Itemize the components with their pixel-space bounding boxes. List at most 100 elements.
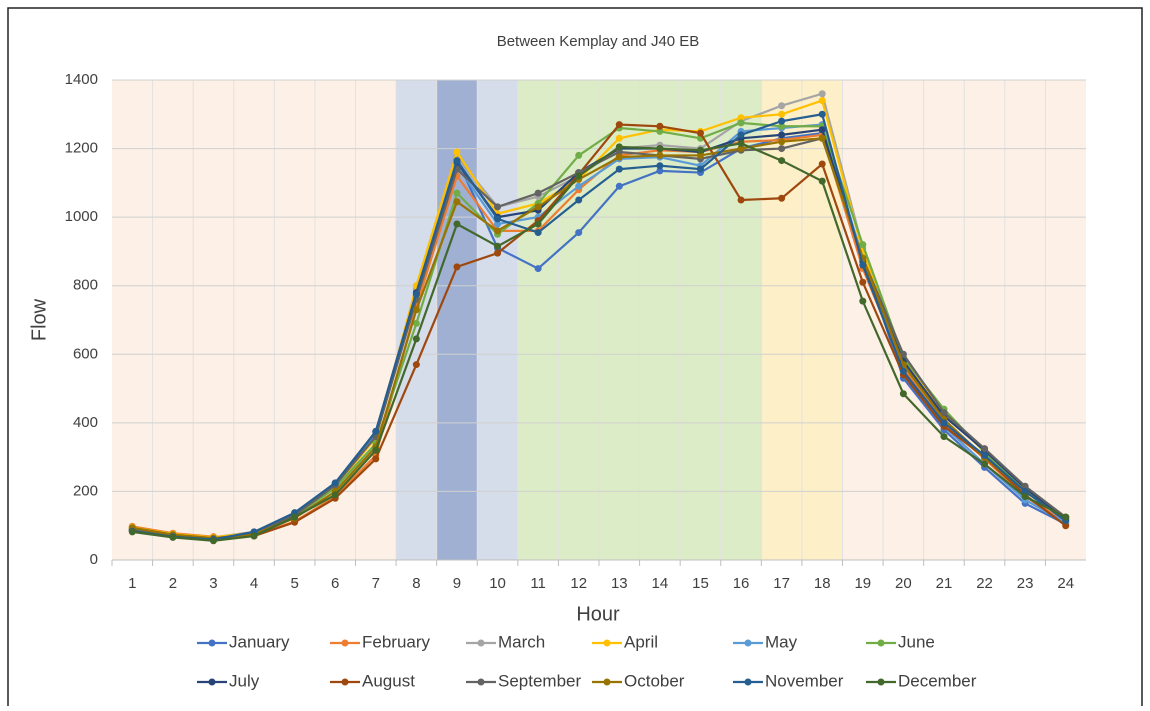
frame — [7, 7, 1143, 706]
point — [331, 491, 339, 499]
point — [453, 220, 461, 228]
point — [778, 194, 786, 202]
point — [737, 139, 745, 147]
point — [778, 102, 786, 110]
series-line — [132, 123, 1067, 540]
point — [575, 196, 583, 204]
point — [534, 265, 542, 273]
point — [696, 165, 704, 173]
point — [494, 242, 502, 250]
legend-label: March — [498, 632, 545, 651]
y-tick-label: 400 — [73, 414, 98, 431]
point — [412, 361, 420, 369]
legend-marker — [341, 678, 349, 686]
x-tick-label: 24 — [1057, 575, 1074, 592]
point — [1021, 487, 1029, 495]
point — [453, 189, 461, 197]
legend-label: December — [898, 671, 977, 690]
point — [1021, 493, 1029, 501]
legend-label: January — [229, 632, 290, 651]
point — [778, 157, 786, 165]
point — [656, 151, 664, 159]
legend-marker — [477, 678, 485, 686]
point — [494, 203, 502, 211]
point — [737, 196, 745, 204]
y-tick-label: 200 — [73, 482, 98, 499]
point — [899, 350, 907, 358]
y-tick-label: 600 — [73, 345, 98, 362]
point — [818, 126, 826, 134]
x-tick-label: 7 — [372, 575, 380, 592]
point — [372, 455, 380, 463]
legend-marker — [877, 678, 885, 686]
point — [453, 148, 461, 156]
point — [534, 220, 542, 228]
y-tick-label: 1000 — [65, 208, 98, 225]
point — [818, 134, 826, 142]
legend-label: April — [624, 632, 658, 651]
x-tick-label: 14 — [652, 575, 669, 592]
legend-marker — [208, 639, 216, 647]
x-tick-label: 22 — [976, 575, 993, 592]
point — [696, 146, 704, 154]
point — [818, 110, 826, 118]
point — [981, 460, 989, 468]
point — [737, 119, 745, 127]
point — [656, 127, 664, 135]
point — [859, 241, 867, 249]
legend-label: November — [765, 671, 844, 690]
point — [696, 151, 704, 159]
legend-label: October — [624, 671, 685, 690]
point — [737, 131, 745, 139]
x-tick-label: 4 — [250, 575, 258, 592]
point — [615, 143, 623, 151]
legend-marker — [744, 639, 752, 647]
point — [331, 479, 339, 487]
point — [818, 160, 826, 168]
point — [859, 297, 867, 305]
point — [940, 433, 948, 441]
x-tick-label: 20 — [895, 575, 912, 592]
point — [981, 451, 989, 459]
point — [250, 532, 258, 540]
legend-label: June — [898, 632, 935, 651]
x-tick-label: 21 — [936, 575, 953, 592]
legend-label: July — [229, 671, 260, 690]
x-axis-label: Hour — [576, 603, 620, 625]
y-tick-label: 1400 — [65, 71, 98, 88]
point — [778, 117, 786, 125]
point — [453, 198, 461, 206]
series — [128, 110, 1070, 543]
point — [778, 131, 786, 139]
x-tick-label: 13 — [611, 575, 628, 592]
point — [575, 172, 583, 180]
point — [209, 537, 217, 545]
y-tick-label: 1200 — [65, 140, 98, 157]
point — [818, 90, 826, 98]
point — [534, 229, 542, 237]
y-tick-label: 800 — [73, 277, 98, 294]
point — [859, 278, 867, 286]
series — [128, 139, 1070, 545]
point — [778, 122, 786, 130]
legend-label: August — [362, 671, 415, 690]
x-tick-label: 5 — [290, 575, 298, 592]
x-tick-label: 8 — [412, 575, 420, 592]
point — [1021, 482, 1029, 490]
point — [575, 182, 583, 190]
x-tick-label: 18 — [814, 575, 831, 592]
point — [494, 249, 502, 257]
legend-marker — [208, 678, 216, 686]
point — [656, 162, 664, 170]
x-tick-label: 23 — [1017, 575, 1034, 592]
x-tick-label: 3 — [209, 575, 217, 592]
point — [615, 148, 623, 156]
point — [169, 533, 177, 541]
point — [615, 134, 623, 142]
point — [940, 409, 948, 417]
point — [128, 528, 136, 536]
legend-marker — [744, 678, 752, 686]
series-line — [132, 142, 1067, 542]
point — [453, 263, 461, 271]
